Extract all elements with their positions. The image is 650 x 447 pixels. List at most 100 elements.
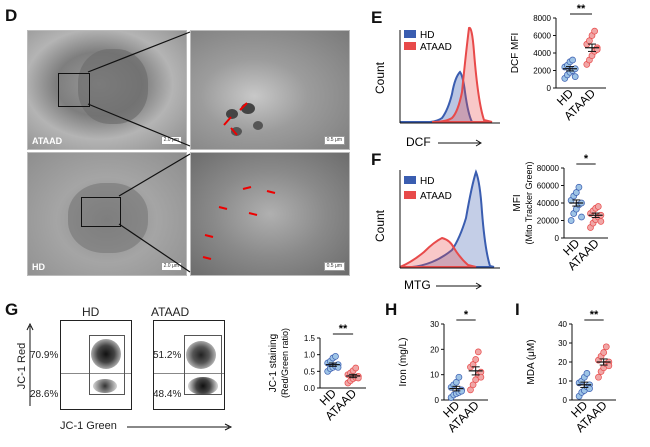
data-point	[591, 27, 598, 35]
y-tick-label: 1.5	[304, 334, 316, 343]
zoom-box	[58, 73, 90, 107]
em-hd-zoom: 0.5 μm	[190, 152, 350, 276]
hd-histogram	[400, 169, 495, 268]
jc1-green-axis-label: JC-1 Green	[60, 420, 117, 432]
data-point	[332, 352, 339, 360]
y-tick-label: 0	[547, 84, 552, 93]
data-point	[352, 364, 360, 372]
y-tick-label: 0.5	[304, 367, 316, 376]
panel-label-f: F	[371, 150, 382, 169]
data-point	[567, 217, 575, 224]
y-tick-label: 0	[563, 396, 568, 405]
data-point	[455, 373, 463, 381]
scale-bar: 0.5 μm	[323, 136, 345, 145]
y-axis-label: Count	[373, 61, 387, 94]
data-point	[571, 73, 579, 80]
data-point	[578, 213, 585, 221]
data-point	[474, 348, 482, 356]
red-arrows	[202, 186, 276, 260]
gate-title-ataad: ATAAD	[151, 305, 190, 319]
y-tick-label: 40	[558, 320, 567, 329]
data-point	[602, 343, 610, 351]
data-point	[594, 203, 602, 210]
significance-label: **	[590, 309, 599, 321]
gate-plot-hd	[60, 320, 132, 410]
y-tick-label: 30	[558, 339, 567, 348]
significance-label: **	[339, 323, 348, 335]
y-tick-label: 2000	[533, 67, 551, 76]
data-point	[575, 183, 583, 191]
data-point	[586, 385, 593, 392]
panel-label-g: G	[5, 300, 19, 319]
y-axis-label: Count	[373, 209, 387, 242]
y-tick-label: 20	[558, 358, 567, 367]
y-axis-label: MFI	[512, 194, 523, 211]
legend-hd: HD	[420, 30, 434, 41]
y-tick-label: 4000	[533, 49, 551, 58]
data-point	[569, 56, 576, 64]
y-tick-label: 10	[558, 377, 567, 386]
red-arrows	[223, 102, 248, 136]
hd-upper-pct: 70.9%	[30, 350, 59, 361]
significance-label: **	[577, 3, 586, 15]
y-axis-label: JC-1 staining	[268, 334, 279, 392]
scale-bar: 0.5 μm	[323, 262, 345, 271]
hd-lower-pct: 28.6%	[30, 389, 59, 400]
panel-label-d: D	[5, 6, 18, 25]
legend-swatch-ataad	[404, 42, 416, 50]
legend-swatch-hd	[404, 176, 416, 184]
significance-label: *	[464, 309, 469, 321]
y-tick-label: 0	[555, 234, 560, 243]
em-label-hd: HD	[32, 262, 45, 272]
y-tick-label: 10	[430, 371, 439, 380]
y-tick-label: 0.0	[304, 384, 316, 393]
y-tick-label: 20	[430, 345, 439, 354]
x-axis-label: MTG	[404, 278, 431, 292]
y-tick-label: 8000	[533, 14, 551, 23]
hd-histogram	[400, 70, 474, 123]
significance-label: *	[584, 153, 589, 165]
ataad-histogram	[431, 26, 493, 123]
em-ataad-zoom: 0.5 μm	[190, 30, 350, 150]
data-point	[583, 370, 591, 377]
data-point	[477, 373, 485, 381]
panel-label-i: I	[515, 300, 520, 319]
data-point	[572, 189, 580, 196]
y-axis-label: Iron (mg/L)	[398, 338, 409, 387]
y-arrow	[26, 322, 34, 406]
panel-label-h: H	[385, 300, 398, 319]
y-axis-label: MDA (μM)	[526, 339, 537, 384]
ataad-histogram	[399, 236, 477, 268]
y-tick-label: 30	[430, 320, 439, 329]
legend-ataad: ATAAD	[420, 191, 452, 202]
y-axis-label-sub: (Mito Tracker Green)	[524, 161, 534, 244]
legend-hd: HD	[420, 176, 434, 187]
y-tick-label: 6000	[533, 32, 551, 41]
legend-swatch-hd	[404, 30, 416, 38]
x-arrow	[127, 423, 233, 431]
x-axis-label: DCF	[406, 135, 431, 149]
y-tick-label: 40000	[537, 199, 560, 208]
y-tick-label: 80000	[537, 164, 560, 173]
gate-title-hd: HD	[82, 305, 100, 319]
ataad-upper-pct: 51.2%	[153, 350, 182, 361]
y-tick-label: 1.0	[304, 351, 316, 360]
data-point	[595, 373, 602, 381]
data-point	[600, 349, 608, 356]
gate-plot-ataad	[153, 320, 225, 410]
panel-label-e: E	[371, 8, 383, 27]
y-tick-label: 20000	[537, 217, 560, 226]
data-point	[605, 362, 613, 370]
data-point	[597, 218, 605, 225]
y-tick-label: 60000	[537, 182, 560, 191]
y-axis-label: DCF MFI	[510, 33, 521, 74]
y-tick-label: 0	[435, 396, 440, 405]
ataad-lower-pct: 48.4%	[153, 389, 182, 400]
flow-histogram-f: HD ATAAD Count MTG	[373, 169, 500, 292]
legend-ataad: ATAAD	[420, 42, 452, 53]
legend-swatch-ataad	[404, 191, 416, 199]
y-axis-label-sub: (Red/Green ratio)	[280, 328, 290, 398]
data-point	[472, 356, 480, 363]
flow-histogram-e: HD ATAAD Count DCF	[373, 26, 500, 149]
